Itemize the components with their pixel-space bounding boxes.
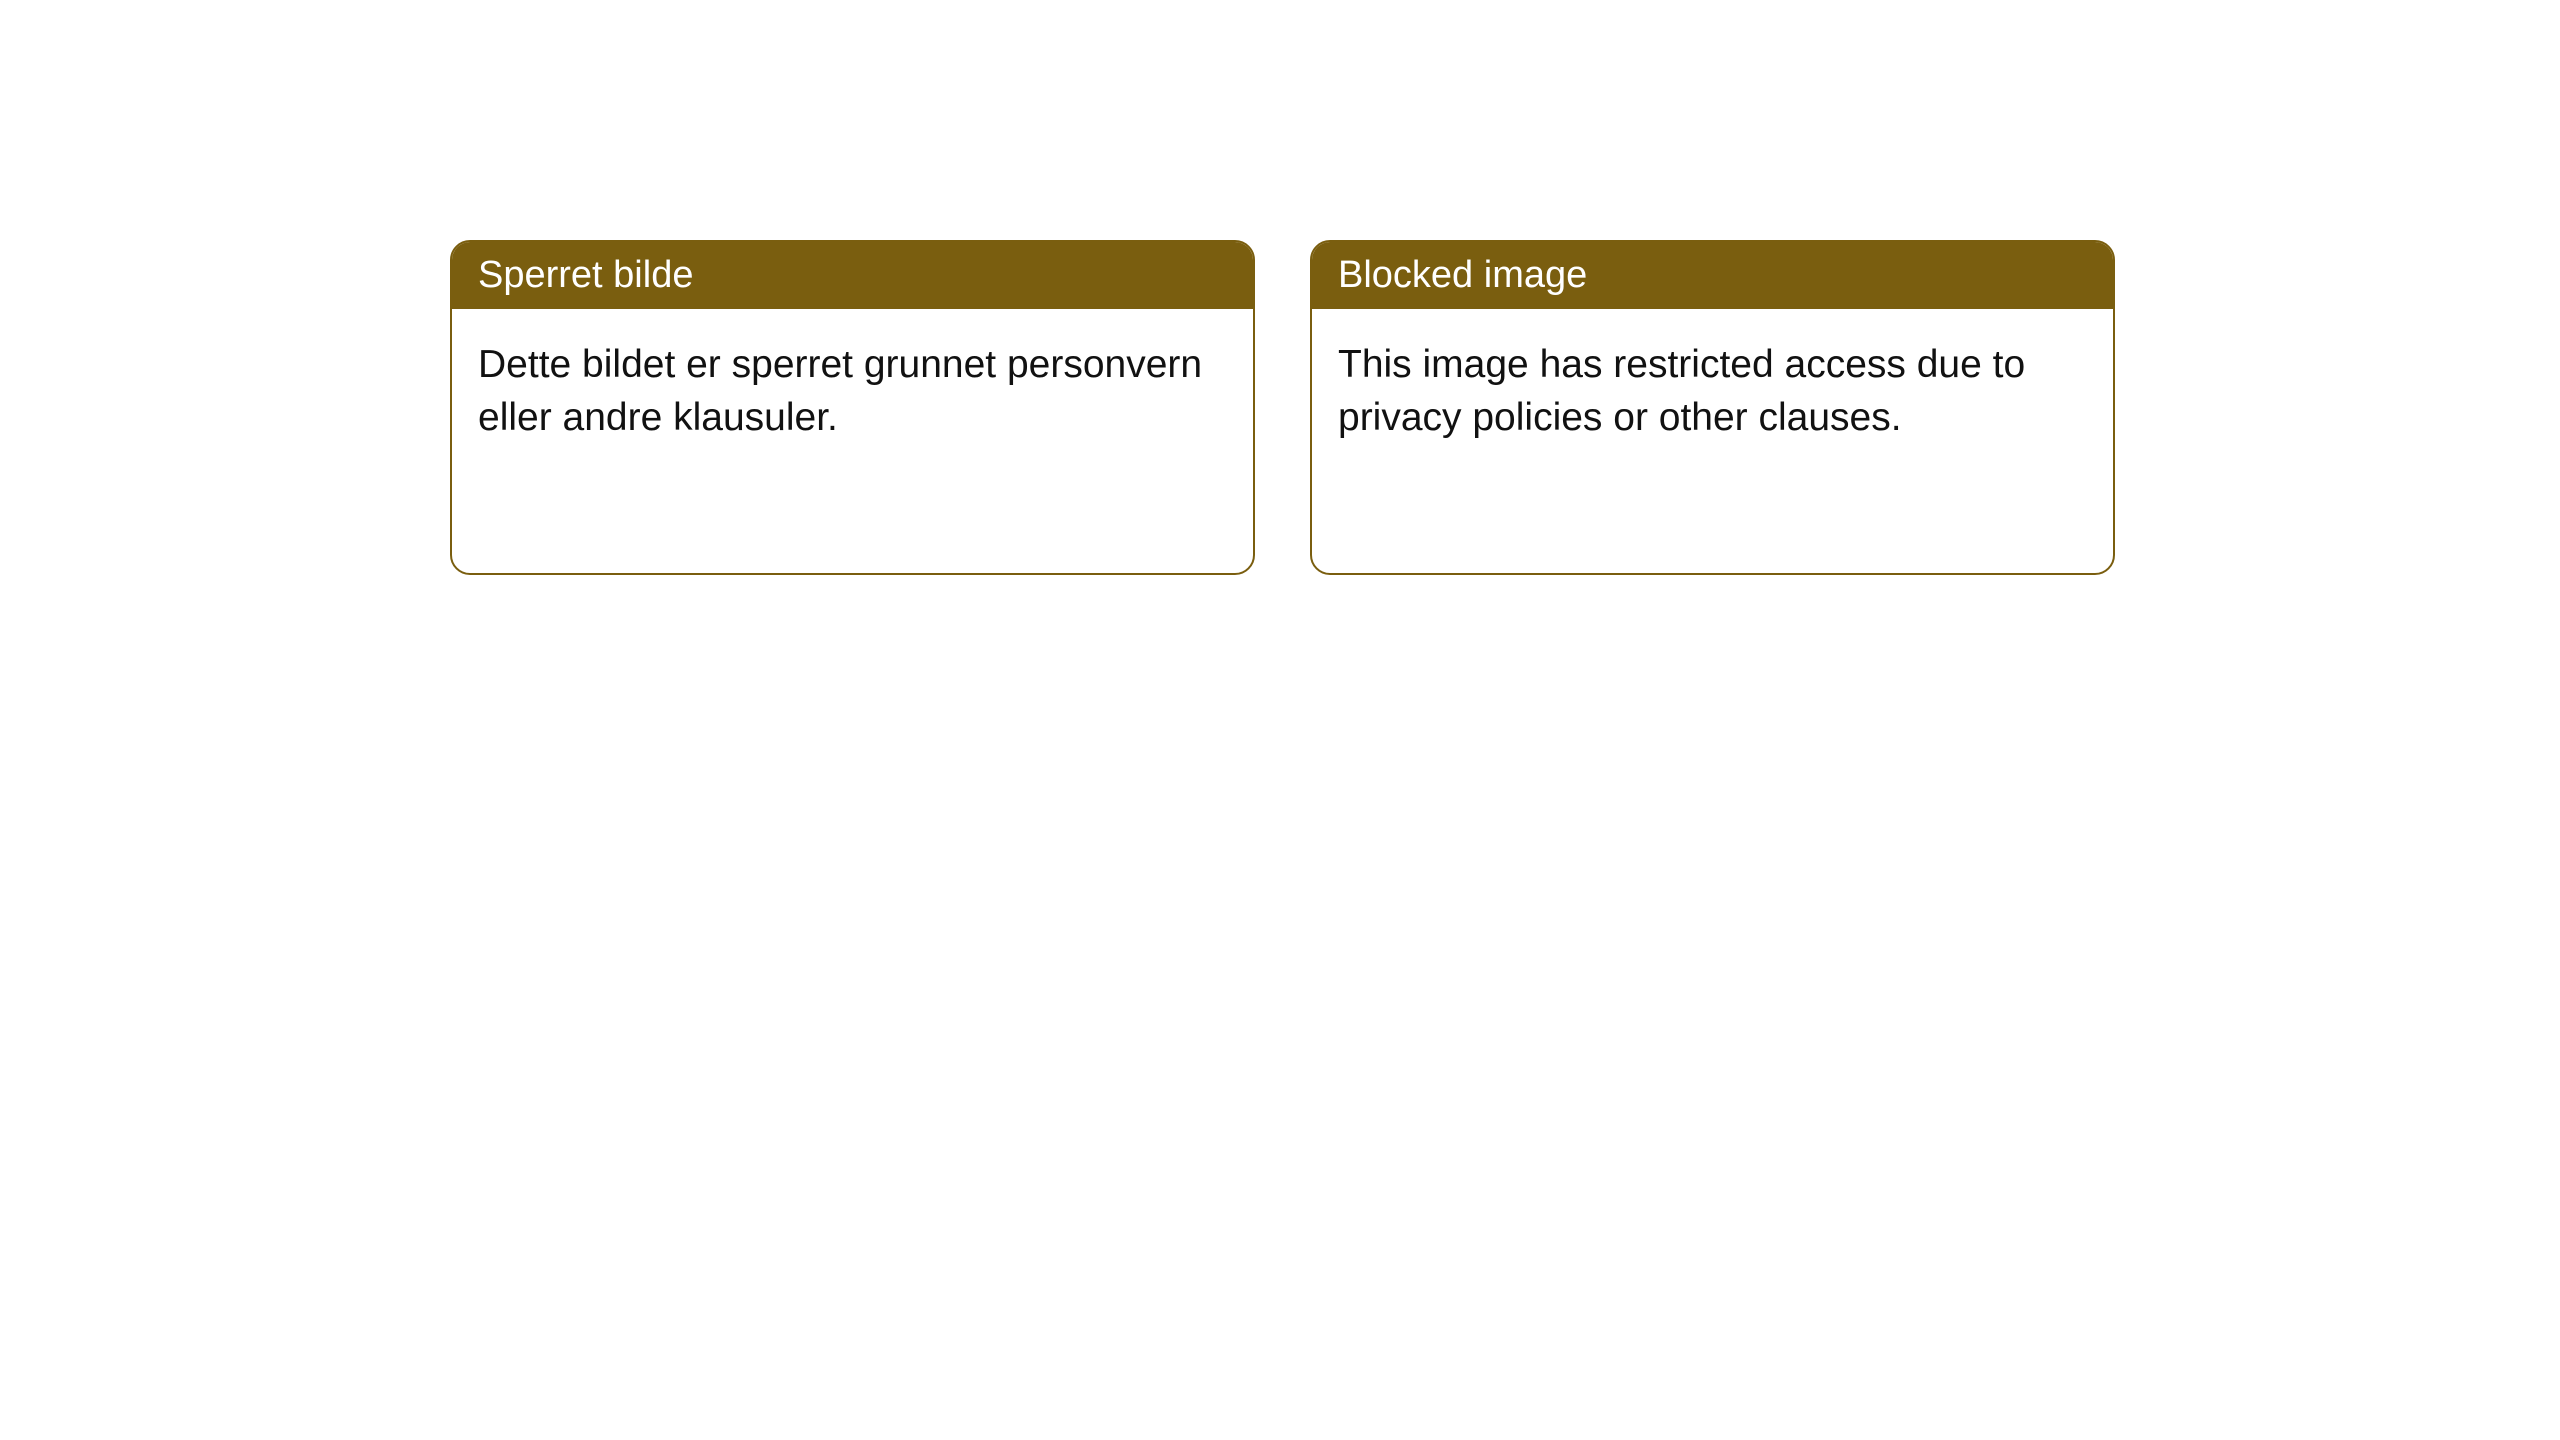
notice-panel-en: Blocked image This image has restricted … [1310, 240, 2115, 575]
notice-panel-no: Sperret bilde Dette bildet er sperret gr… [450, 240, 1255, 575]
notice-panels-container: Sperret bilde Dette bildet er sperret gr… [450, 240, 2115, 575]
notice-panel-header-no: Sperret bilde [452, 242, 1253, 309]
notice-panel-body-no: Dette bildet er sperret grunnet personve… [452, 309, 1253, 474]
notice-panel-header-en: Blocked image [1312, 242, 2113, 309]
notice-panel-body-en: This image has restricted access due to … [1312, 309, 2113, 474]
